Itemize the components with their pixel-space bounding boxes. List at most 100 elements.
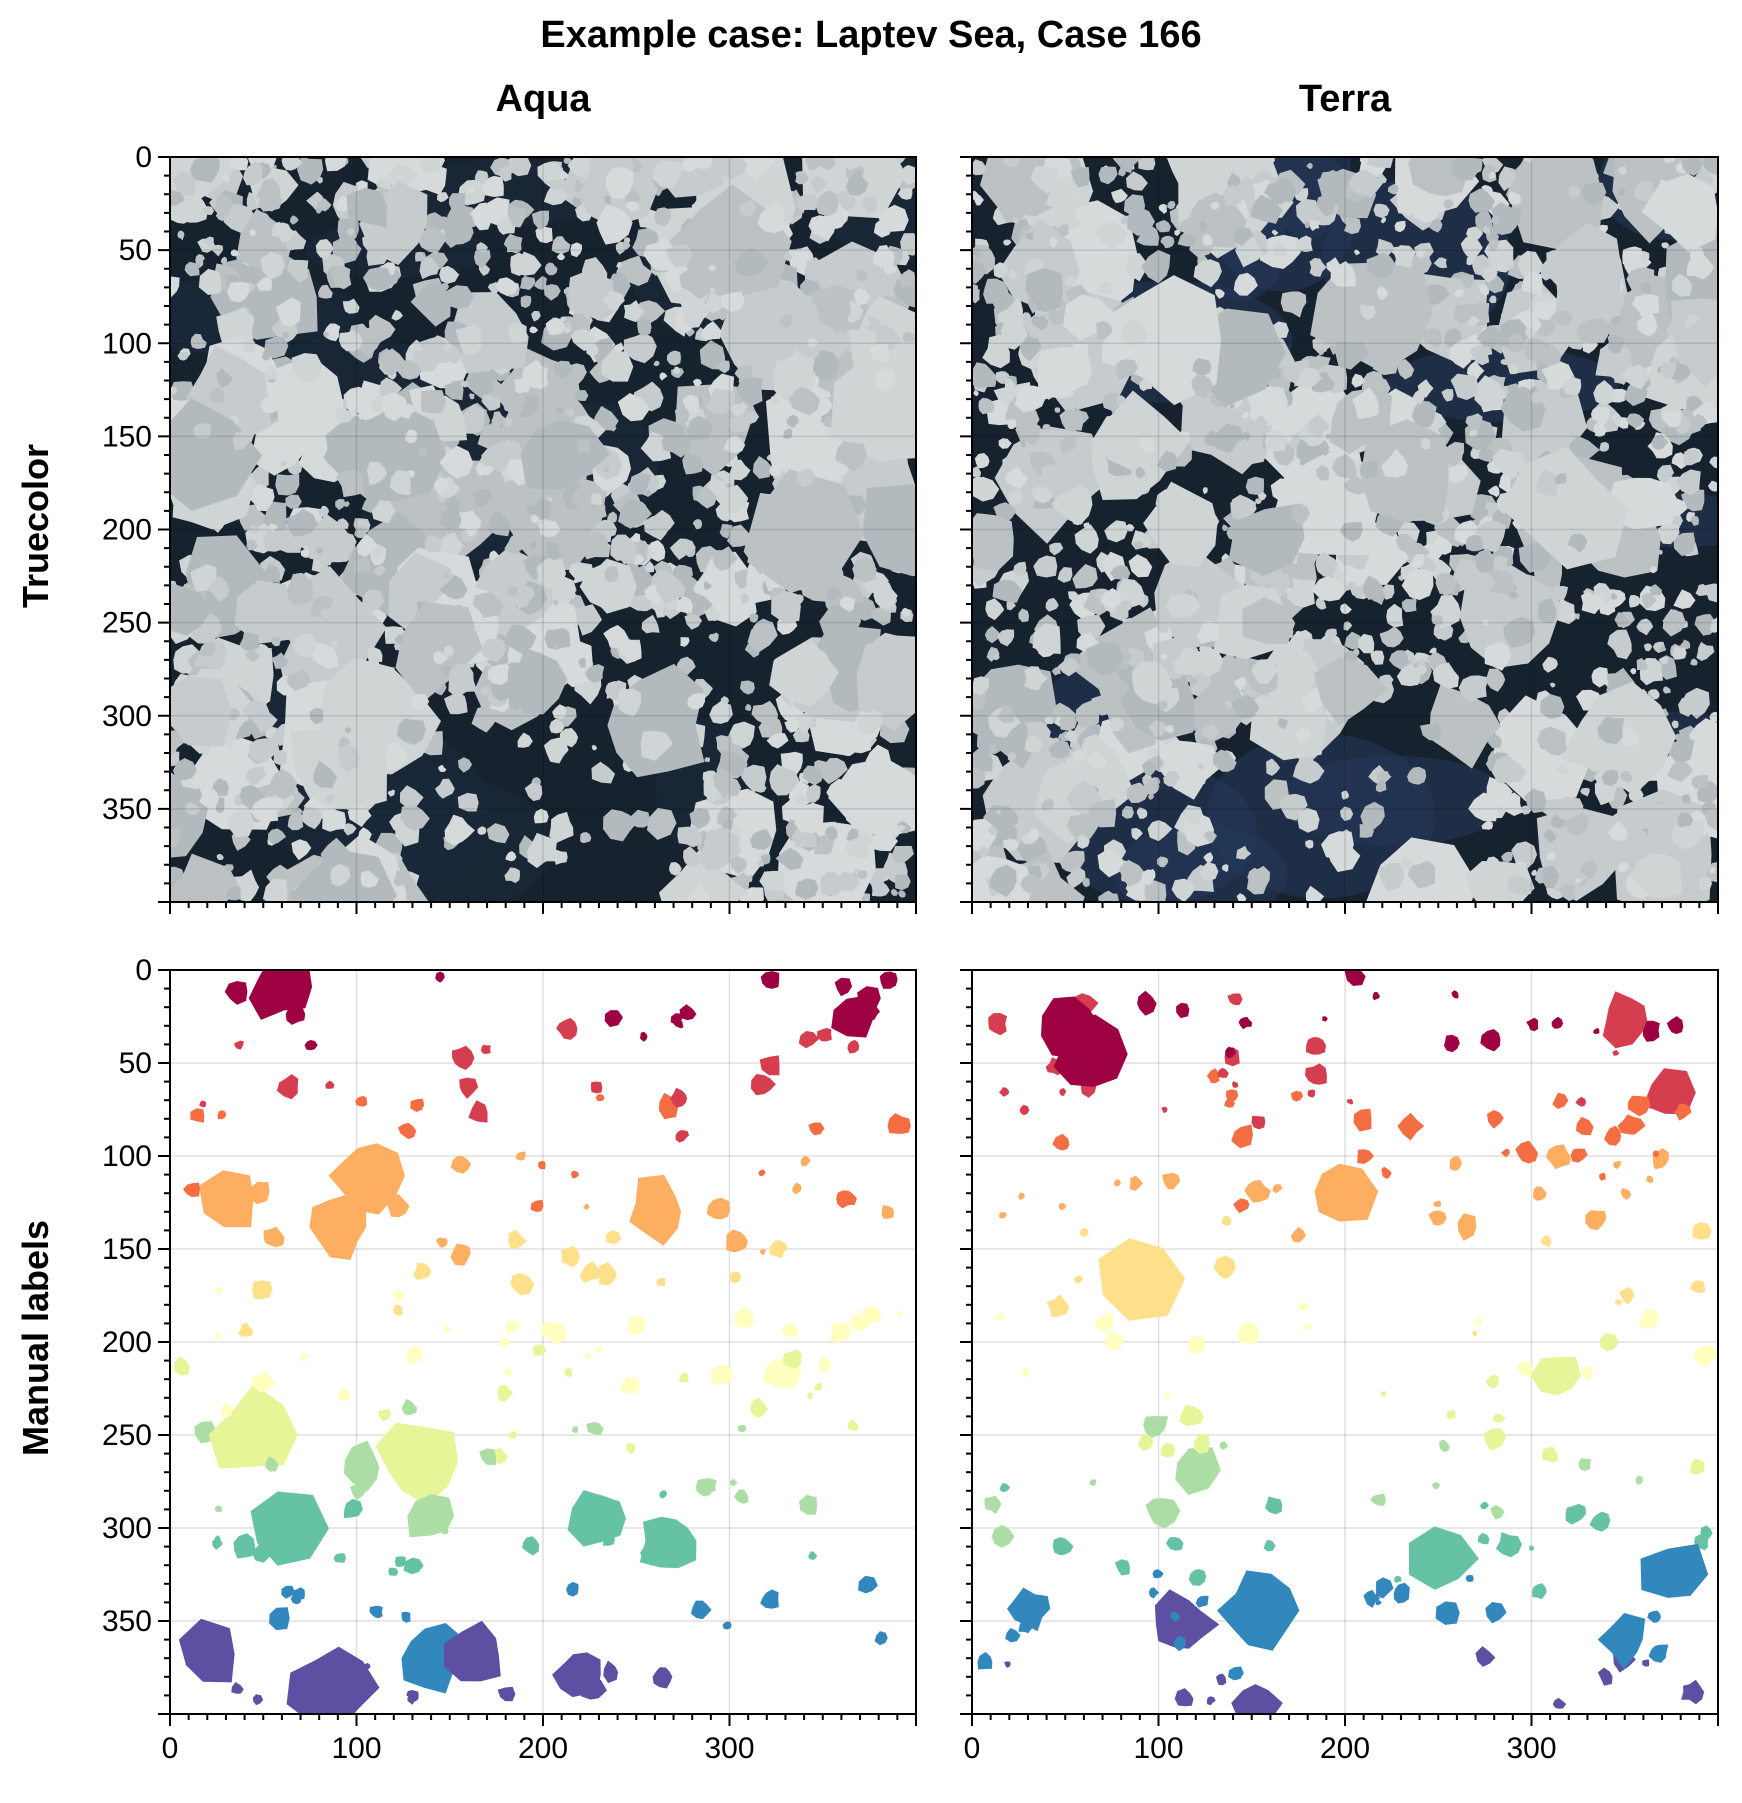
ice-floe	[585, 660, 594, 668]
ice-floe	[1390, 184, 1399, 193]
ice-floe	[897, 824, 906, 832]
ice-floe	[263, 336, 289, 359]
x-tick-label: 0	[162, 1732, 179, 1765]
ice-floe	[1695, 583, 1708, 596]
ice-floe	[804, 157, 821, 170]
ice-floe	[363, 660, 381, 676]
ice-floe	[1518, 542, 1552, 573]
ice-floe	[1399, 857, 1414, 870]
labeled-floe	[1251, 1115, 1266, 1130]
labeled-floe	[1058, 1202, 1067, 1211]
labeled-floe	[595, 1094, 605, 1102]
ice-floe	[281, 157, 302, 171]
ice-floe	[1416, 248, 1426, 257]
ice-floe	[447, 205, 479, 228]
ice-floe	[1251, 659, 1279, 685]
ice-floe	[779, 314, 793, 328]
ice-floe	[491, 411, 507, 427]
labeled-floe	[436, 1237, 448, 1248]
ice-floe	[852, 556, 877, 583]
ice-floe	[604, 467, 610, 473]
ice-floe	[988, 825, 999, 836]
ice-floe	[1482, 619, 1489, 627]
labeled-floe	[1600, 1333, 1619, 1352]
ice-floe	[1567, 533, 1588, 553]
ice-floe	[1082, 877, 1090, 888]
ice-floe	[1691, 774, 1709, 790]
ice-floe	[490, 380, 506, 399]
ice-floe	[188, 612, 223, 644]
ice-floe	[338, 330, 364, 352]
labeled-floe	[1114, 1559, 1130, 1576]
ice-floe	[1481, 820, 1493, 830]
ice-floe	[373, 565, 386, 576]
labeled-floe	[410, 1098, 425, 1112]
ice-floe	[1024, 666, 1048, 691]
ice-floe	[460, 380, 469, 388]
labeled-floe	[234, 1040, 244, 1050]
ice-floe	[315, 547, 324, 555]
labeled-floe	[679, 1372, 689, 1383]
ice-floe	[899, 269, 915, 288]
ice-floe	[902, 332, 915, 343]
ice-floe	[1366, 157, 1394, 168]
ice-floe	[1272, 240, 1287, 259]
labeled-floe	[224, 981, 248, 1005]
ice-floe	[622, 241, 631, 250]
ice-floe	[410, 279, 451, 327]
labeled-floe	[1298, 1303, 1308, 1311]
labeled-floe	[1646, 1175, 1654, 1184]
ice-floe	[437, 764, 447, 772]
ice-floe	[1690, 515, 1699, 526]
ice-floe	[1063, 275, 1077, 287]
labeled-floe	[984, 1495, 1002, 1515]
ice-floe	[1591, 667, 1609, 688]
ice-floe	[1264, 429, 1288, 452]
ice-floe	[227, 810, 255, 838]
ice-floe	[455, 324, 482, 355]
ice-floe	[984, 626, 1002, 644]
ice-floe	[1020, 873, 1044, 894]
labeled-floe	[1073, 1275, 1083, 1284]
ice-floe	[1562, 377, 1582, 396]
ice-floe	[643, 515, 671, 541]
ice-floe	[317, 198, 332, 212]
labeled-floe	[1375, 1599, 1382, 1606]
ice-floe	[1660, 656, 1668, 665]
ice-floe	[557, 253, 565, 261]
ice-floe	[1370, 650, 1385, 665]
ice-floe	[835, 441, 867, 472]
labeled-floe	[729, 1478, 738, 1487]
ice-floe	[1618, 166, 1627, 175]
ice-floe	[1024, 232, 1034, 241]
ice-floe	[825, 586, 843, 602]
ice-floe	[260, 251, 285, 280]
labeled-floe	[1451, 990, 1459, 999]
ice-floe	[544, 628, 571, 650]
ice-floe	[699, 340, 726, 370]
labeled-floe	[1495, 1532, 1522, 1558]
ice-floe	[537, 162, 562, 182]
ice-floe	[1215, 289, 1225, 299]
labeled-floe	[808, 1551, 817, 1560]
ice-floe	[739, 680, 755, 695]
labeled-floe	[1004, 1661, 1011, 1668]
ice-floe	[1542, 829, 1557, 843]
ice-floe	[479, 686, 490, 697]
ice-floe	[1641, 173, 1718, 253]
ice-floe	[1059, 437, 1078, 454]
ice-floe	[705, 291, 726, 314]
ice-floe	[1465, 535, 1483, 552]
labeled-floe	[221, 1403, 233, 1418]
ice-floe	[1030, 166, 1059, 194]
ice-floe	[1202, 234, 1213, 247]
labeled-floe	[847, 1039, 860, 1054]
ice-floe	[434, 477, 449, 494]
ice-floe	[476, 242, 488, 253]
ice-floe	[170, 199, 191, 224]
ice-floe	[1331, 454, 1357, 479]
labeled-floe	[1059, 1087, 1067, 1096]
ice-floe	[629, 473, 651, 495]
labeled-floe	[1643, 1068, 1696, 1115]
ice-floe	[439, 265, 460, 284]
